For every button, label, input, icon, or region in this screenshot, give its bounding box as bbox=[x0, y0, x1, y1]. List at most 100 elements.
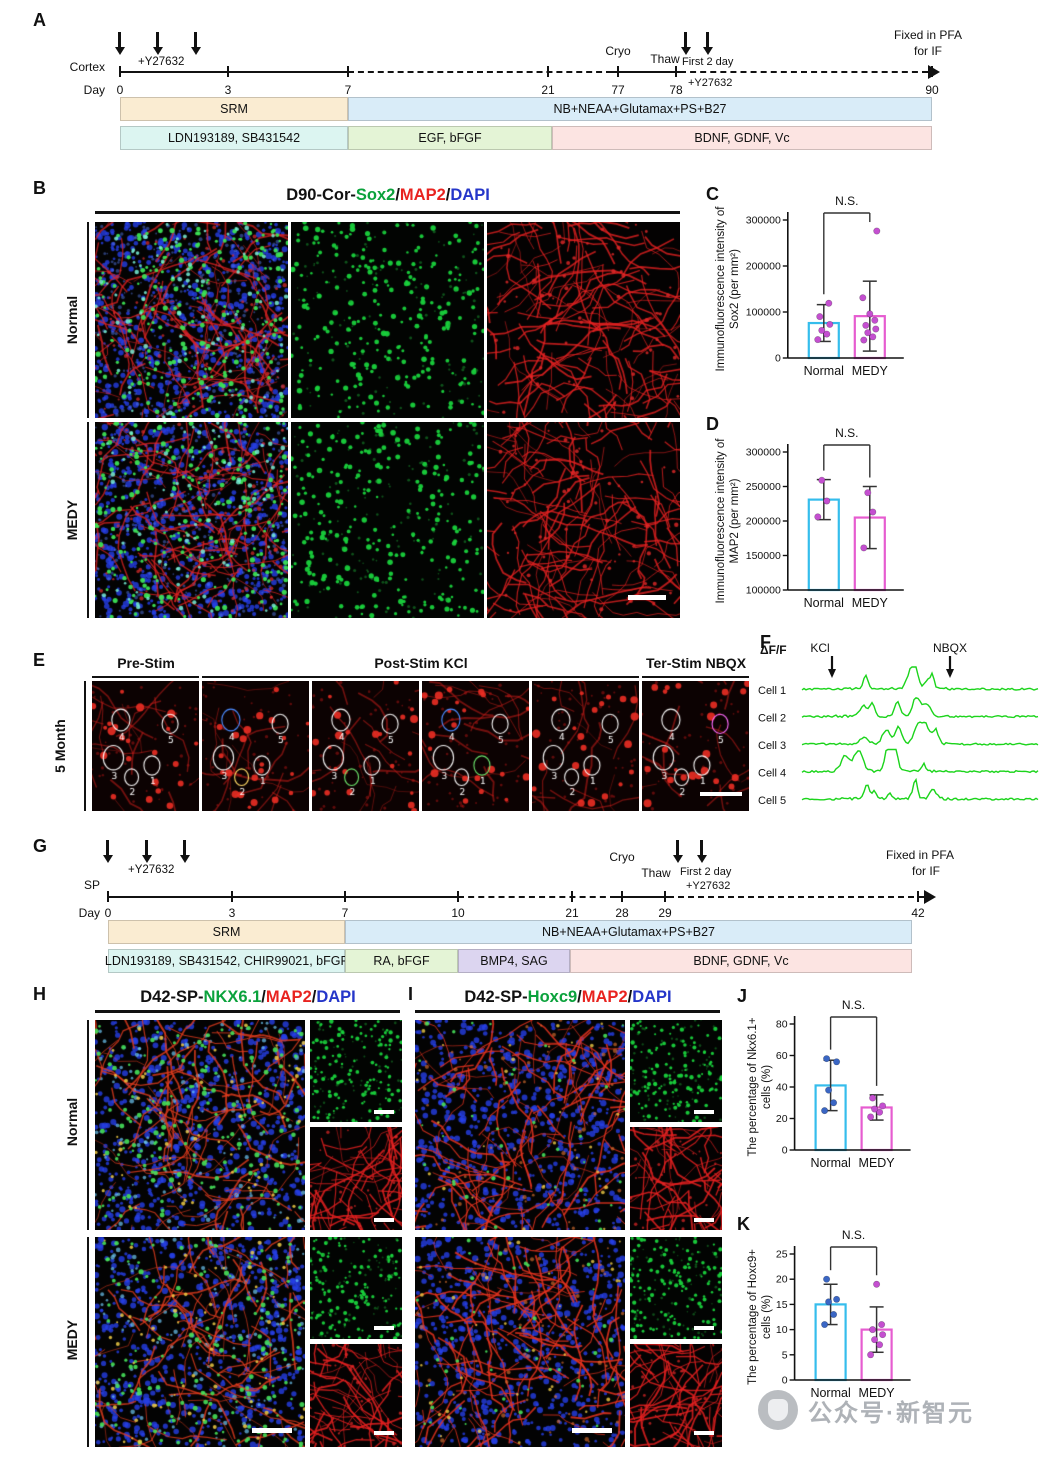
timeline-axis bbox=[108, 896, 458, 898]
svg-text:10: 10 bbox=[776, 1324, 788, 1336]
title-dapi: DAPI bbox=[316, 988, 356, 1006]
stage-bar-nb: NB+NEAA+Glutamax+PS+B27 bbox=[345, 920, 912, 944]
row-label-medy: MEDY bbox=[64, 1319, 80, 1361]
day-number: 29 bbox=[658, 906, 672, 920]
timeline-axis-dashed bbox=[458, 896, 616, 898]
stage-bar-bmp4: BMP4, SAG bbox=[458, 949, 570, 973]
title-prefix: D42-SP- bbox=[464, 988, 528, 1006]
day-tick bbox=[617, 66, 619, 77]
treatment-arrow-icon bbox=[183, 840, 186, 855]
stage-bar-ra: RA, bFGF bbox=[345, 949, 458, 973]
svg-text:300000: 300000 bbox=[746, 215, 781, 227]
row-label-medy: MEDY bbox=[64, 499, 80, 541]
svg-text:N.S.: N.S. bbox=[835, 194, 858, 208]
watermark-text: 公众号·新智元 bbox=[808, 1399, 974, 1427]
row-bracket bbox=[87, 1020, 89, 1230]
panel-label-f: F bbox=[760, 632, 771, 652]
svg-text:N.S.: N.S. bbox=[842, 1228, 865, 1242]
row-label-normal: Normal bbox=[64, 1097, 80, 1147]
timeline-arrowhead-icon bbox=[924, 890, 943, 904]
timeline-row-label: SP bbox=[83, 878, 100, 892]
row-bracket bbox=[87, 422, 89, 618]
fluorescence-image-sp-medy-merged-hoxc9 bbox=[415, 1237, 625, 1447]
treatment-arrow-icon bbox=[118, 32, 121, 47]
svg-text:Immunofluorescence intensity o: Immunofluorescence intensity of bbox=[715, 206, 727, 372]
svg-text:MEDY: MEDY bbox=[852, 596, 889, 610]
title-underline bbox=[415, 1010, 720, 1013]
stage-bar-ldn: LDN193189, SB431542 bbox=[120, 126, 348, 150]
fluorescence-image-sp-normal-merged-nkx bbox=[95, 1020, 305, 1230]
fluorescence-image-cor-normal-map2 bbox=[487, 222, 680, 418]
stage-bar-egf: EGF, bFGF bbox=[348, 126, 552, 150]
svg-text:40: 40 bbox=[776, 1082, 788, 1094]
svg-text:250000: 250000 bbox=[746, 481, 781, 493]
chart-map2-intensity: Immunofluorescence intensity of MAP2 (per… bbox=[712, 424, 957, 636]
timeline-axis bbox=[120, 71, 348, 73]
panel-label-c: C bbox=[706, 184, 719, 204]
fixed-pfa-label2: for IF bbox=[913, 44, 943, 58]
svg-text:15: 15 bbox=[776, 1299, 788, 1311]
panel-label-h: H bbox=[33, 984, 46, 1004]
scale-bar bbox=[374, 1326, 394, 1330]
timeline-axis bbox=[616, 896, 668, 898]
title-dapi: DAPI bbox=[632, 988, 672, 1006]
fixed-pfa-label: Fixed in PFA bbox=[885, 848, 955, 862]
treatment-arrow-icon bbox=[706, 32, 709, 47]
col-label-poststim: Post-Stim KCl bbox=[374, 655, 468, 671]
fluorescence-image-sp-normal-map2-i bbox=[630, 1127, 722, 1230]
scale-bar bbox=[700, 792, 742, 796]
watermark-logo-icon bbox=[758, 1390, 798, 1430]
y27632-label: +Y27632 bbox=[128, 864, 175, 876]
svg-text:Sox2 (per mm²): Sox2 (per mm²) bbox=[729, 249, 741, 329]
day-number: 42 bbox=[911, 906, 925, 920]
chart-sox2-intensity: Immunofluorescence intensity of Sox2 (per… bbox=[712, 192, 957, 404]
panel-label-g: G bbox=[33, 836, 48, 856]
col-label-prestim: Pre-Stim bbox=[117, 655, 175, 671]
thaw-label: Thaw bbox=[650, 52, 680, 66]
title-slash: / bbox=[577, 988, 582, 1006]
day-tick bbox=[664, 891, 666, 902]
svg-text:0: 0 bbox=[782, 1375, 788, 1387]
treatment-arrow-icon bbox=[194, 32, 197, 47]
svg-text:MEDY: MEDY bbox=[859, 1156, 896, 1170]
cryo-label: Cryo bbox=[605, 44, 631, 58]
svg-text:200000: 200000 bbox=[746, 261, 781, 273]
fluorescence-image-sp-normal-merged-hoxc9 bbox=[415, 1020, 625, 1230]
panel-i-title: D42-SP-Hoxc9/MAP2/DAPI bbox=[464, 988, 671, 1007]
fluorescence-image-sp-normal-hoxc9 bbox=[630, 1020, 722, 1122]
day-number: 78 bbox=[669, 83, 683, 97]
day-number: 7 bbox=[344, 83, 352, 97]
timeline-axis-dashed bbox=[680, 71, 928, 73]
day-number: 90 bbox=[925, 83, 939, 97]
title-dapi: DAPI bbox=[450, 186, 490, 204]
panel-label-d: D bbox=[706, 414, 719, 434]
day-number: 77 bbox=[611, 83, 625, 97]
group-rule bbox=[202, 676, 639, 678]
scale-bar bbox=[374, 1110, 394, 1114]
cryo-label: Cryo bbox=[609, 850, 635, 864]
title-underline bbox=[95, 211, 680, 214]
svg-text:Cell 2: Cell 2 bbox=[758, 713, 786, 725]
svg-text:60: 60 bbox=[776, 1050, 788, 1062]
svg-text:Cell 4: Cell 4 bbox=[758, 768, 786, 780]
timeline-row-label: Cortex bbox=[69, 60, 105, 74]
day-number: 28 bbox=[615, 906, 629, 920]
calcium-traces: ΔF/F KCl NBQX Cell 1 Cell 2 Cell 3 Cell 4 Cell … bbox=[756, 640, 1044, 820]
svg-text:N.S.: N.S. bbox=[842, 998, 865, 1012]
chart-hoxc9-percentage: The percentage of Hoxc9+ cells (%) 0 5 10 15 2… bbox=[744, 1226, 969, 1426]
treatment-arrow-icon bbox=[676, 840, 679, 855]
row-bracket bbox=[87, 222, 89, 418]
title-map2: MAP2 bbox=[265, 988, 312, 1006]
day-tick bbox=[231, 891, 233, 902]
day-number: 7 bbox=[341, 906, 349, 920]
svg-text:NBQX: NBQX bbox=[933, 641, 967, 655]
day-number: 3 bbox=[228, 906, 236, 920]
fluorescence-image-sp-medy-merged-nkx bbox=[95, 1237, 305, 1447]
timeline-day-label: Day bbox=[83, 83, 105, 97]
calcium-frame-kcl-3 bbox=[422, 681, 529, 811]
calcium-frame-kcl-2 bbox=[312, 681, 419, 811]
title-hoxc9: Hoxc9 bbox=[527, 988, 578, 1006]
svg-text:300000: 300000 bbox=[746, 447, 781, 459]
timeline-axis-dashed bbox=[348, 71, 612, 73]
